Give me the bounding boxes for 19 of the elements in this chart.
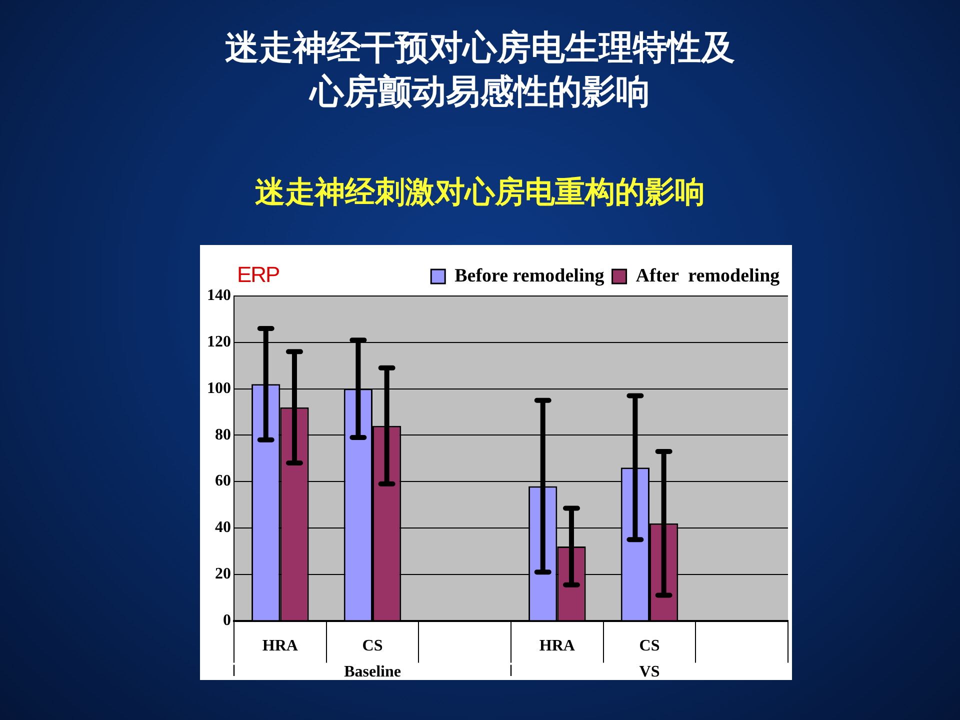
y-tick-label: 120 (207, 334, 231, 351)
y-tick-label: 60 (215, 472, 231, 490)
text: Baseline (344, 664, 401, 681)
chart-title: 迷走神经干预对心房电生理特性及心房颤动易感性的影响 (225, 27, 735, 114)
y-tick-label: 20 (215, 566, 231, 583)
x-tick-label: CS (639, 638, 660, 655)
y-tick-label: 100 (207, 380, 231, 397)
text: VS (639, 664, 660, 681)
y-tick-label: 40 (215, 519, 231, 536)
legend-label: After remodeling (636, 265, 780, 286)
y-tick-label: 140 (207, 287, 231, 304)
y-tick-label: 0 (223, 612, 231, 629)
chart-subtitle: 迷走神经刺激对心房电重构的影响 (254, 174, 706, 212)
x-tick-label: HRA (262, 638, 298, 655)
legend-label: Before remodeling (454, 265, 605, 286)
x-tick-label: CS (362, 638, 383, 655)
y-tick-label: 80 (215, 426, 231, 444)
y-axis-title: ERP (237, 262, 280, 288)
x-tick-label: HRA (539, 638, 576, 655)
